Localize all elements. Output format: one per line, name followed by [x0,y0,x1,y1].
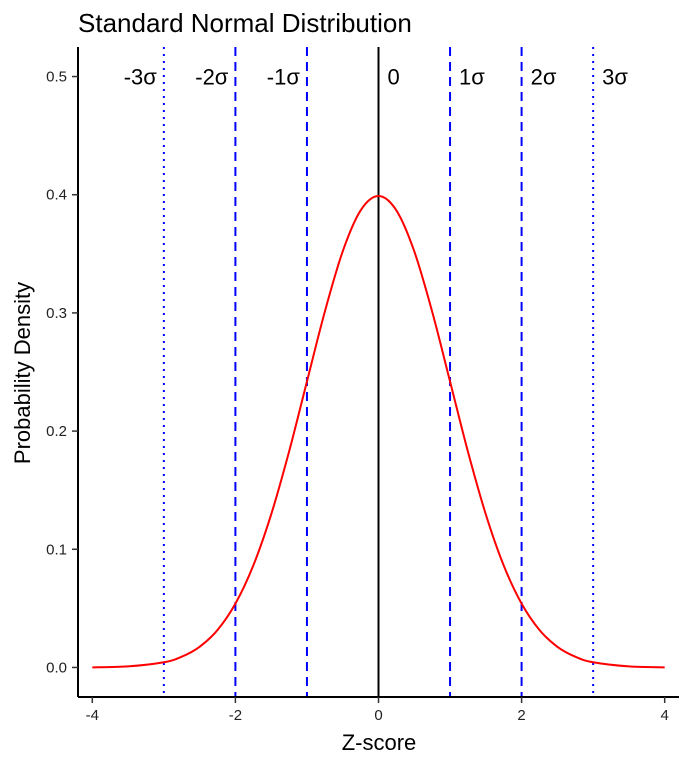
reference-label-5: 2σ [531,65,557,90]
x-tick-label: 2 [517,707,525,724]
x-tick-label: -4 [86,707,99,724]
density-curve [92,195,665,669]
reference-label-3: 0 [388,65,400,90]
y-tick-label: 0.2 [46,423,67,440]
chart-title: Standard Normal Distribution [78,8,412,38]
y-tick-label: 0.3 [46,305,67,322]
y-tick-label: 0.0 [46,659,67,676]
reference-label-2: -1σ [267,65,301,90]
reference-label-4: 1σ [459,65,485,90]
y-tick-label: 0.4 [46,187,67,204]
y-axis-ticks: 0.0 0.1 0.2 0.3 0.4 0.5 [46,69,78,676]
x-tick-label: 0 [374,707,382,724]
x-axis-ticks: -4 -2 0 2 4 [86,697,669,724]
x-tick-label: -2 [229,707,242,724]
y-axis-title: Probability Density [10,282,35,464]
density-curve-layer [92,195,665,669]
reference-label-6: 3σ [602,65,628,90]
y-tick-label: 0.5 [46,69,67,86]
reference-label-1: -2σ [195,65,229,90]
y-tick-label: 0.1 [46,541,67,558]
reference-lines [162,47,595,697]
reference-label-0: -3σ [124,65,158,90]
reference-labels: -3σ -2σ -1σ 0 1σ 2σ 3σ [124,65,629,90]
x-axis-title: Z-score [342,730,417,755]
x-tick-label: 4 [661,707,669,724]
